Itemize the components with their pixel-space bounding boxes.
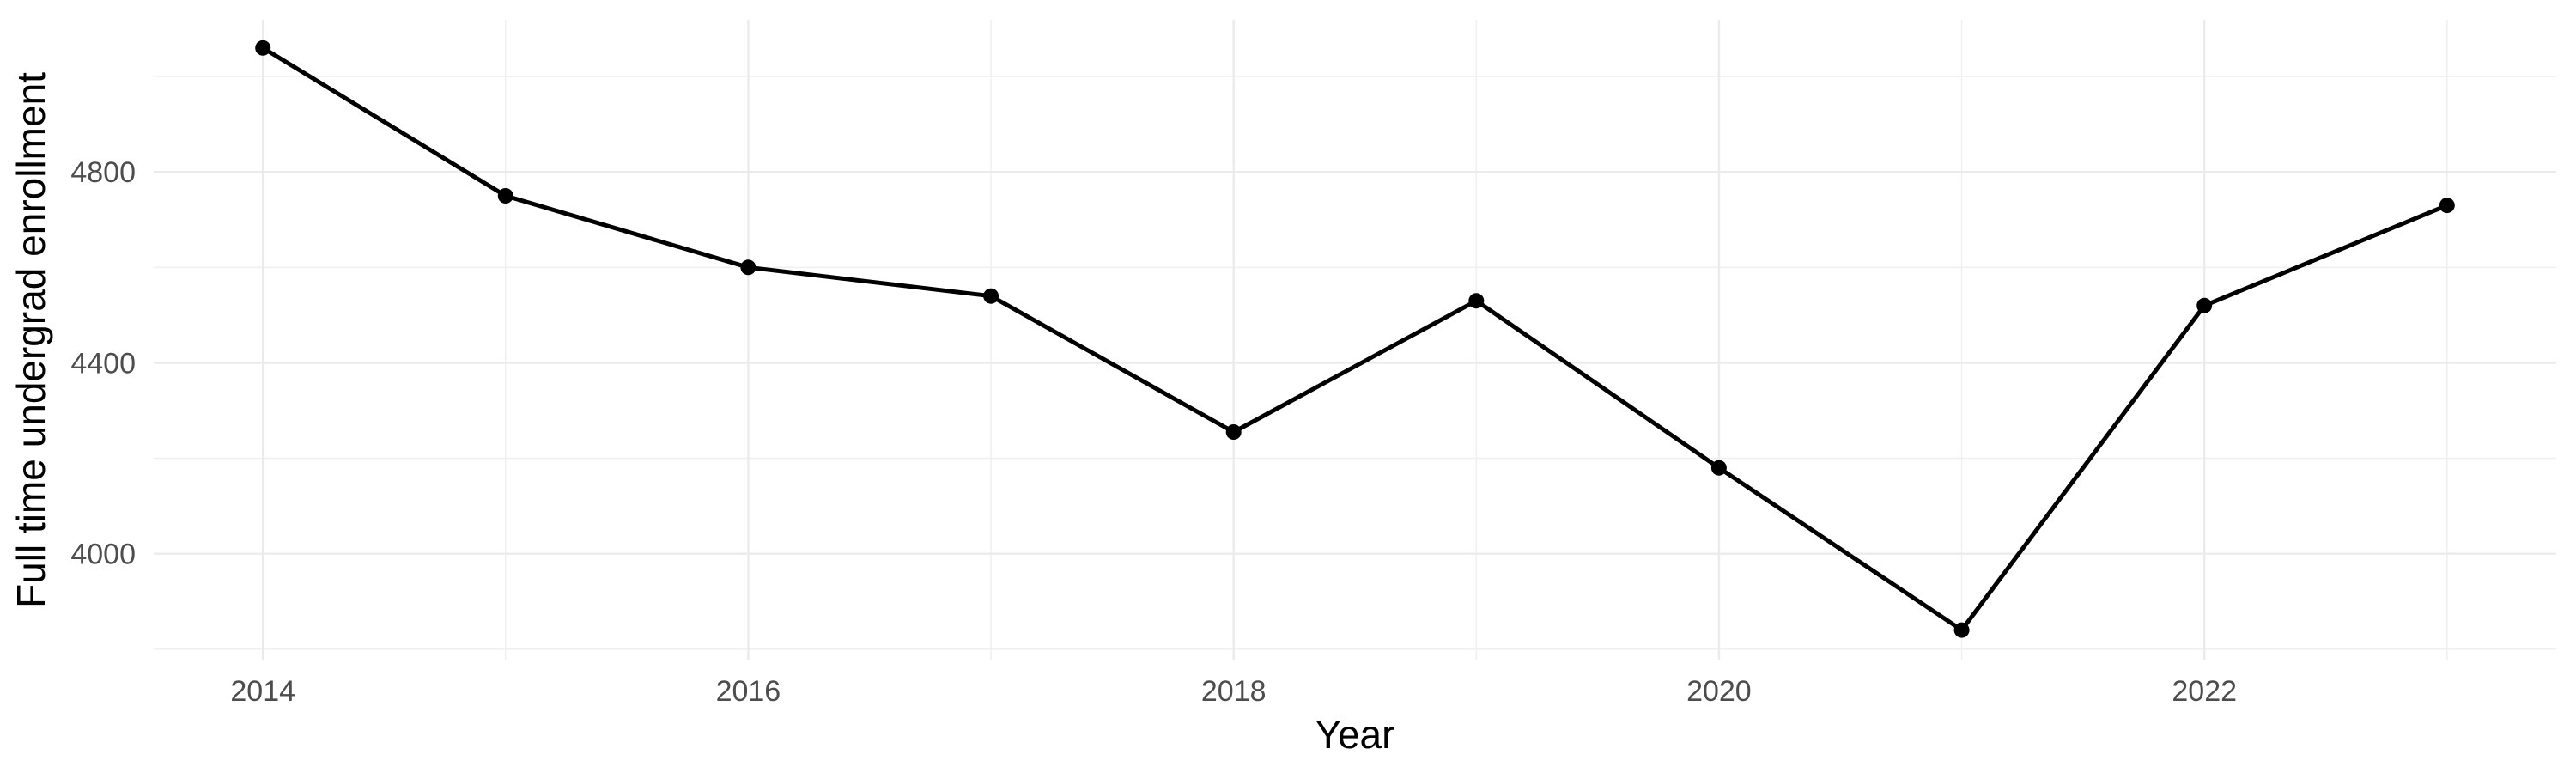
data-point-2020 [1710, 460, 1727, 476]
data-point-2021 [1953, 622, 1970, 638]
y-tick-label: 4800 [70, 156, 136, 189]
data-point-2017 [983, 288, 999, 304]
y-axis-tick-labels: 4800 4400 4000 [70, 156, 136, 571]
data-point-2023 [2439, 198, 2455, 214]
x-tick-label: 2022 [2172, 675, 2237, 708]
gridlines-major [154, 20, 2556, 660]
y-tick-label: 4400 [70, 347, 136, 380]
enrollment-trend-line [261, 46, 2448, 633]
series-line-group [261, 46, 2448, 633]
data-point-2018 [1225, 424, 1242, 440]
x-tick-label: 2020 [1686, 675, 1752, 708]
data-point-2019 [1468, 293, 1485, 309]
x-axis-tick-labels: 2014 2016 2018 2020 2022 [230, 675, 2237, 708]
series-points-group [255, 40, 2455, 638]
data-point-2015 [497, 188, 513, 204]
x-axis-title: Year [1315, 712, 1395, 757]
data-point-2022 [2196, 297, 2213, 313]
x-tick-label: 2018 [1201, 675, 1267, 708]
y-tick-label: 4000 [70, 539, 136, 571]
data-point-2014 [255, 40, 271, 56]
data-point-2016 [740, 259, 756, 276]
gridlines-minor [154, 20, 2556, 660]
y-axis-title: Full time undergrad enrollment [9, 72, 53, 608]
x-tick-label: 2014 [230, 675, 295, 708]
x-tick-label: 2016 [716, 675, 781, 708]
